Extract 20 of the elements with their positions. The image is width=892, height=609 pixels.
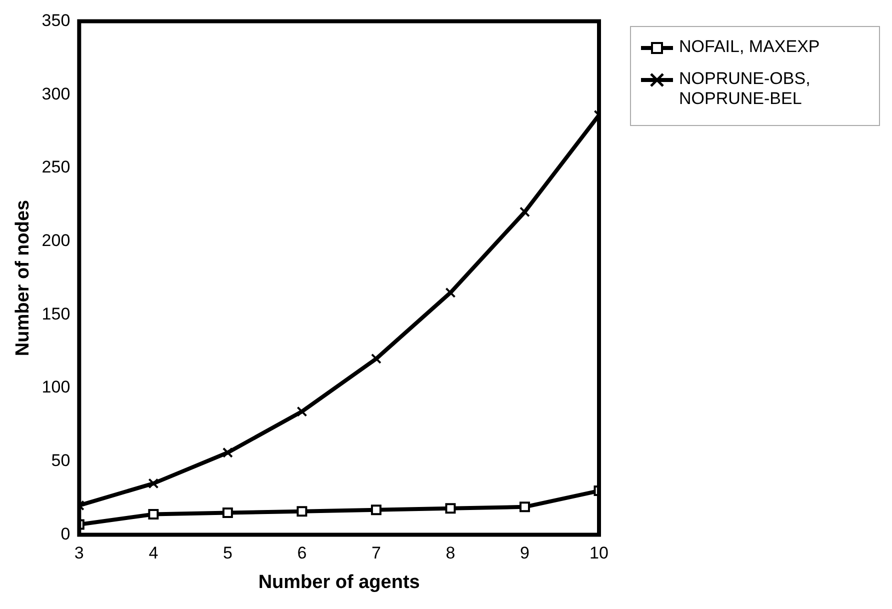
y-tick-label: 200 (42, 231, 70, 250)
y-tick-label: 350 (42, 10, 70, 30)
legend-label: NOFAIL, MAXEXP (679, 37, 820, 57)
y-axis-title: Number of nodes (12, 200, 34, 356)
y-tick-label: 100 (42, 378, 70, 397)
x-tick-label: 3 (74, 544, 84, 563)
y-tick-label: 300 (42, 84, 70, 104)
y-tick-label: 150 (42, 304, 70, 324)
y-tick-label: 250 (42, 158, 70, 177)
x-axis-title: Number of agents (258, 572, 420, 593)
x-tick-label: 6 (297, 544, 307, 563)
y-tick-label: 50 (51, 451, 70, 470)
x-tick-label: 5 (222, 544, 232, 563)
x-tick-label: 10 (590, 544, 608, 563)
legend-label: NOPRUNE-OBS, NOPRUNE-BEL (679, 69, 812, 109)
x-tick-label: 7 (371, 544, 381, 563)
y-tick-label: 0 (60, 524, 70, 544)
x-tick-label: 4 (148, 544, 158, 563)
x-tick-label: 8 (446, 544, 456, 563)
x-tick-label: 9 (520, 544, 530, 563)
